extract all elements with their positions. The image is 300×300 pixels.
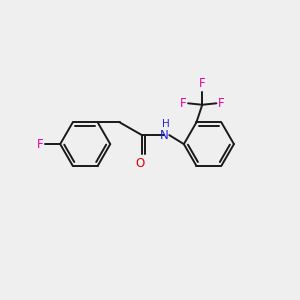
Text: F: F	[199, 77, 206, 90]
Text: O: O	[136, 157, 145, 169]
Text: F: F	[180, 97, 187, 110]
Text: F: F	[38, 138, 44, 151]
Text: H: H	[162, 118, 169, 129]
Text: F: F	[218, 97, 224, 110]
Text: N: N	[160, 129, 168, 142]
